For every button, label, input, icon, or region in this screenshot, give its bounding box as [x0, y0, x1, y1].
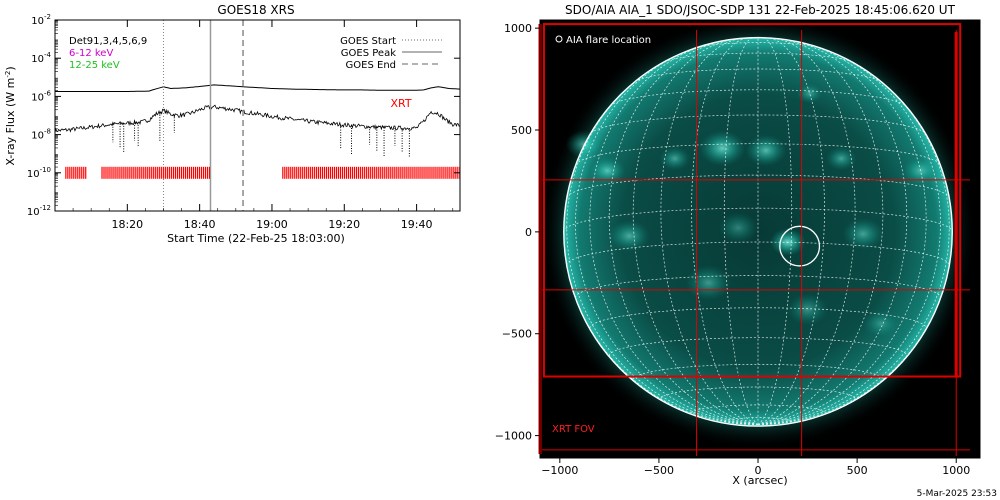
aia-y-ticks: 1000 500 0 −500 −1000 [495, 22, 540, 443]
aia-x-tick-label: 0 [755, 464, 762, 477]
aia-y-tick-label: 500 [511, 124, 532, 137]
goes-y-tick-label: 10-12 [27, 204, 51, 218]
goes-y-ticks: 10-2 10-4 10-6 10-8 10-10 10-12 [27, 13, 460, 218]
aia-y-tick-label: −500 [502, 328, 532, 341]
goes-x-axis-label: Start Time (22-Feb-25 18:03:00) [167, 232, 345, 245]
active-region [659, 146, 691, 171]
grid-latitude-line [634, 68, 882, 83]
xrt-fov-box [542, 23, 962, 378]
goes-legend-right-entry: GOES Start [340, 36, 396, 47]
goes-legend-left-entry: 6-12 keV [69, 48, 113, 59]
active-region [842, 218, 884, 250]
grid-longitude-line [691, 37, 759, 426]
goes-x-tick-label: 18:20 [111, 218, 143, 231]
goes-y-tick-label: 10-4 [31, 51, 51, 65]
goes-y-tick-label: 10-8 [31, 128, 51, 142]
goes-x-tick-label: 18:40 [184, 218, 216, 231]
grid-latitude-line [575, 275, 941, 298]
active-region [796, 83, 823, 104]
heliographic-grid [563, 37, 953, 426]
grid-longitude-line [757, 37, 856, 426]
footer-timestamp: 5-Mar-2025 23:53 [917, 489, 997, 499]
aia-image-title: SDO/AIA AIA_1 SDO/JSOC-SDP 131 22-Feb-20… [565, 3, 956, 17]
grid-longitude-line [757, 42, 927, 426]
grid-latitude-line [563, 207, 953, 232]
active-region [699, 130, 746, 167]
active-region [608, 220, 650, 252]
active-region [717, 211, 759, 244]
goes-legend-left-entry: 12-25 keV [69, 60, 120, 71]
active-region [745, 134, 787, 167]
aia-y-tick-label: −1000 [495, 430, 532, 443]
aia-solar-image [540, 20, 976, 450]
xrt-fov-label: XRT FOV [552, 424, 595, 435]
aia-x-ticks: −1000 −500 0 500 1000 [541, 458, 970, 477]
grid-longitude-line [757, 37, 825, 426]
grid-longitude-line [566, 73, 759, 426]
aia-flare-legend-marker [555, 35, 563, 43]
active-region [862, 309, 899, 338]
grid-longitude-line [757, 48, 941, 426]
goes-x-tick-label: 19:00 [256, 218, 288, 231]
grid-latitude-line [609, 89, 907, 107]
goes-y-tick-label: 10-2 [31, 13, 51, 27]
active-region [685, 264, 732, 301]
goes-long-channel-line [55, 84, 461, 92]
aia-x-axis-label: X (arcsec) [732, 474, 787, 487]
goes-plot-frame [54, 19, 461, 212]
grid-latitude-line [566, 174, 950, 198]
grid-longitude-line [589, 42, 759, 426]
goes-chart-title: GOES18 XRS [217, 3, 294, 17]
grid-latitude-line [608, 337, 908, 356]
grid-longitude-line [757, 73, 950, 426]
xrt-annotation: XRT [390, 97, 411, 110]
goes-xrs-panel: GOES18 XRS 10-2 10-4 10-6 10-8 10-10 10-12 18… [4, 3, 461, 245]
grid-latitude-line [632, 363, 884, 380]
flare-location-circle [779, 225, 821, 267]
grid-longitude-line [757, 39, 908, 426]
aia-x-tick-label: −1000 [541, 464, 578, 477]
aia-x-tick-label: 1000 [942, 464, 970, 477]
aia-y-tick-label: 0 [525, 226, 532, 239]
goes-y-axis-label: X-ray Flux (W m-2) [4, 66, 17, 165]
goes-y-tick-label: 10-6 [31, 89, 51, 103]
goes-short-channel-line [54, 104, 461, 133]
aia-image-panel: SDO/AIA AIA_1 SDO/JSOC-SDP 131 22-Feb-20… [495, 3, 981, 487]
grid-longitude-line [575, 48, 759, 426]
grid-longitude-line [660, 37, 759, 426]
goes-x-ticks: 18:20 18:40 19:00 19:20 19:40 [72, 20, 454, 231]
active-region [825, 146, 857, 171]
goes-legend-left-entry: Det91,3,4,5,6,9 [69, 36, 147, 47]
aia-plot-frame [539, 19, 981, 459]
goes-y-tick-label: 10-10 [27, 166, 51, 180]
aia-x-tick-label: 500 [847, 464, 868, 477]
goes-plot-area [54, 20, 461, 211]
active-region [589, 156, 626, 185]
active-region [786, 293, 829, 326]
goes-x-tick-label: 19:40 [401, 218, 433, 231]
grid-latitude-line [691, 404, 825, 414]
goes-x-tick-label: 19:20 [328, 218, 360, 231]
active-region [565, 130, 602, 159]
goes-legend-right-entry: GOES End [346, 60, 396, 71]
aia-image-content [540, 20, 976, 450]
aia-flare-legend-text: AIA flare location [566, 35, 651, 46]
solar-limb [563, 36, 953, 427]
aia-x-tick-label: −500 [644, 464, 674, 477]
aia-y-tick-label: 1000 [504, 22, 532, 35]
goes-legend-right-entry: GOES Peak [341, 48, 396, 59]
grid-longitude-line [608, 39, 759, 426]
